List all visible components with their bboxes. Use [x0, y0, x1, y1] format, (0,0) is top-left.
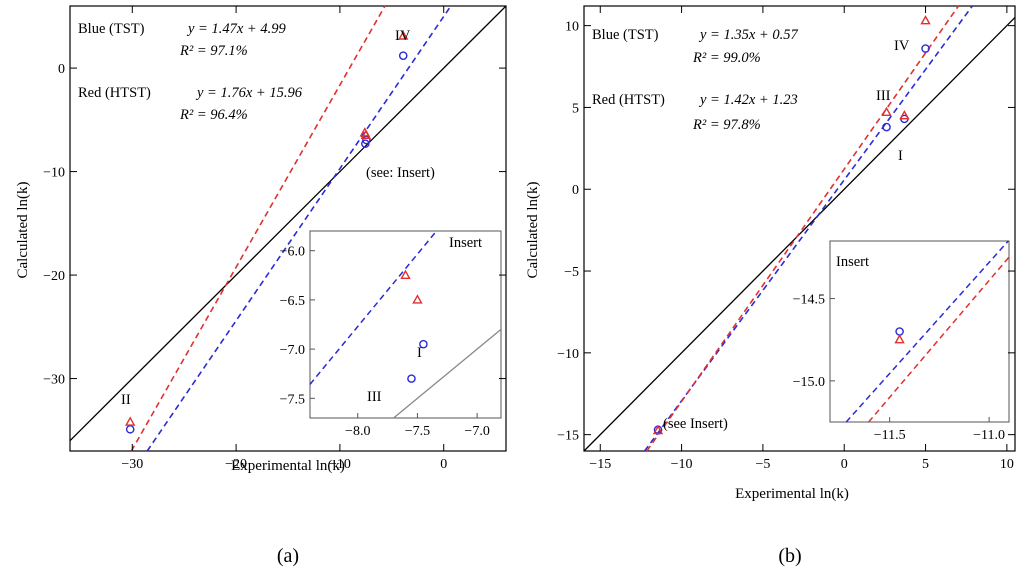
panel-a-ytick-label: −10 — [43, 166, 65, 181]
panel-a-xtick-label: −10 — [329, 457, 351, 472]
panel-b-point-blue-3 — [921, 44, 930, 53]
panel-a-inset-frame — [309, 230, 502, 419]
panel-b-label-i: I — [898, 148, 903, 164]
panel-a-inset-label-iii: III — [367, 389, 382, 405]
panel-b-ytick-label: −10 — [557, 347, 579, 362]
panel-b-see-insert-note: (see Insert) — [663, 416, 728, 432]
panel-a-ytick-label: −20 — [43, 269, 65, 284]
panel-a-frame — [69, 5, 507, 452]
panel-b-ytick-label: 10 — [565, 20, 579, 35]
panel-b-inset-fit-line-blue — [845, 240, 1009, 423]
panel-a-inset-point-blue-1 — [407, 374, 416, 383]
panel-a-fit-line-red — [130, 5, 386, 452]
panel-b-frame — [583, 5, 1016, 452]
panel-a-inset-xtick-label: −7.0 — [464, 424, 489, 439]
panel-b-blue-name: Blue (TST) — [592, 27, 659, 43]
panel-b-red-equation: y = 1.42x + 1.23 — [698, 92, 798, 108]
panel-b-ytick-label: −15 — [557, 429, 579, 444]
panel-b-xtick-label: 5 — [922, 457, 929, 472]
panel-a-blue-equation: y = 1.47x + 4.99 — [186, 21, 286, 37]
panel-b-inset-point-red-0 — [894, 334, 905, 344]
panel-a-point-blue-3 — [398, 51, 408, 60]
panel-a-ylabel: Calculated ln(k) — [15, 181, 31, 278]
panel-b-xtick-label: −15 — [589, 457, 611, 472]
panel-b-inset-title: Insert — [836, 254, 869, 270]
panel-a: Blue (TST) y = 1.47x + 4.99 R² = 97.1% R… — [15, 5, 507, 567]
panel-b-point-red-2 — [899, 109, 910, 120]
panel-a-inset-title: Insert — [449, 235, 482, 251]
panel-b-ytick-label: 0 — [572, 183, 579, 198]
panel-b-subtitle: (b) — [778, 545, 801, 567]
panel-a-xtick-label: 0 — [440, 457, 447, 472]
panel-b-xtick-label: −5 — [755, 457, 770, 472]
panel-b-xlabel: Experimental ln(k) — [735, 486, 849, 502]
panel-a-inset-point-blue-2 — [419, 339, 428, 349]
panel-a-point-blue-0 — [125, 424, 135, 434]
panel-b-inset-ytick-label: −14.5 — [793, 293, 825, 308]
panel-b-inset-fit-line-red — [868, 256, 1010, 423]
panel-b-point-red-3 — [920, 15, 931, 25]
panel-b-red-r2: R² = 97.8% — [692, 117, 761, 133]
panel-b-xtick-label: −10 — [671, 457, 693, 472]
panel-b: Blue (TST) y = 1.35x + 0.57 R² = 99.0% R… — [525, 5, 1016, 567]
panel-b-inset-xtick-label: −11.5 — [874, 428, 906, 443]
panel-a-blue-name: Blue (TST) — [78, 21, 145, 37]
panel-a-inset-reference-line — [393, 328, 502, 419]
panel-a-label-iv: IV — [395, 28, 411, 44]
panel-b-label-iv: IV — [894, 38, 910, 54]
panel-b-ytick-label: 5 — [572, 101, 579, 116]
panel-b-blue-r2: R² = 99.0% — [692, 50, 761, 66]
panel-b-ylabel: Calculated ln(k) — [525, 181, 541, 278]
panel-a-see-insert-note: (see: Insert) — [366, 165, 435, 181]
panel-b-point-blue-1 — [882, 122, 891, 132]
panel-a-inset-ytick-label: −7.5 — [280, 392, 305, 407]
panel-b-blue-equation: y = 1.35x + 0.57 — [698, 27, 798, 43]
panel-a-subtitle: (a) — [277, 545, 299, 567]
panel-a-inset-fit-line-blue — [309, 230, 438, 385]
panel-a-xlabel: Experimental ln(k) — [231, 458, 345, 474]
panel-b-red-name: Red (HTST) — [592, 92, 665, 108]
panel-a-xtick-label: −20 — [225, 457, 247, 472]
panel-a-point-blue-1 — [361, 139, 370, 148]
panel-b-label-iii: III — [876, 88, 891, 104]
panel-a-point-red-0 — [125, 416, 136, 426]
panel-b-inset-frame — [829, 240, 1010, 423]
panel-b-xtick-label: 0 — [841, 457, 848, 472]
panel-a-inset-ytick-label: −7.0 — [280, 343, 305, 358]
panel-a-xtick-label: −30 — [121, 457, 143, 472]
panel-a-ytick-label: 0 — [58, 62, 65, 77]
panel-b-inset-ytick-label: −15.0 — [793, 375, 825, 390]
panel-a-point-red-3 — [398, 30, 409, 40]
panel-a-ytick-label: −30 — [43, 373, 65, 388]
panel-a-red-r2: R² = 96.4% — [179, 107, 248, 123]
panel-a-reference-line — [69, 5, 507, 442]
panel-b-point-red-0 — [652, 424, 664, 435]
panel-a-red-name: Red (HTST) — [78, 85, 151, 101]
panel-b-fit-line-red — [646, 5, 960, 452]
panel-a-inset-ytick-label: −6.5 — [280, 294, 305, 309]
panel-a-inset-xtick-label: −8.0 — [345, 424, 370, 439]
panel-b-point-red-1 — [881, 106, 892, 117]
panel-b-inset-xtick-label: −11.0 — [973, 428, 1005, 443]
panel-a-inset-xtick-label: −7.5 — [405, 424, 430, 439]
panel-b-ytick-label: −5 — [564, 265, 579, 280]
panel-b-xtick-label: 10 — [1000, 457, 1014, 472]
panel-a-inset-point-red-1 — [400, 269, 411, 279]
panel-a-point-red-2 — [360, 129, 372, 140]
panel-a-inset-point-red-2 — [412, 294, 423, 304]
panel-a-blue-r2: R² = 97.1% — [179, 43, 248, 59]
panel-a-red-equation: y = 1.76x + 15.96 — [195, 85, 303, 101]
panel-a-inset-label-i: I — [417, 345, 422, 361]
panel-a-label-ii: II — [121, 392, 131, 408]
panel-a-inset-ytick-label: −6.0 — [280, 245, 305, 260]
